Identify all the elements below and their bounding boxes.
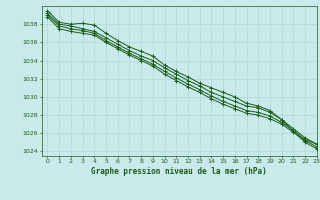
X-axis label: Graphe pression niveau de la mer (hPa): Graphe pression niveau de la mer (hPa) <box>91 167 267 176</box>
